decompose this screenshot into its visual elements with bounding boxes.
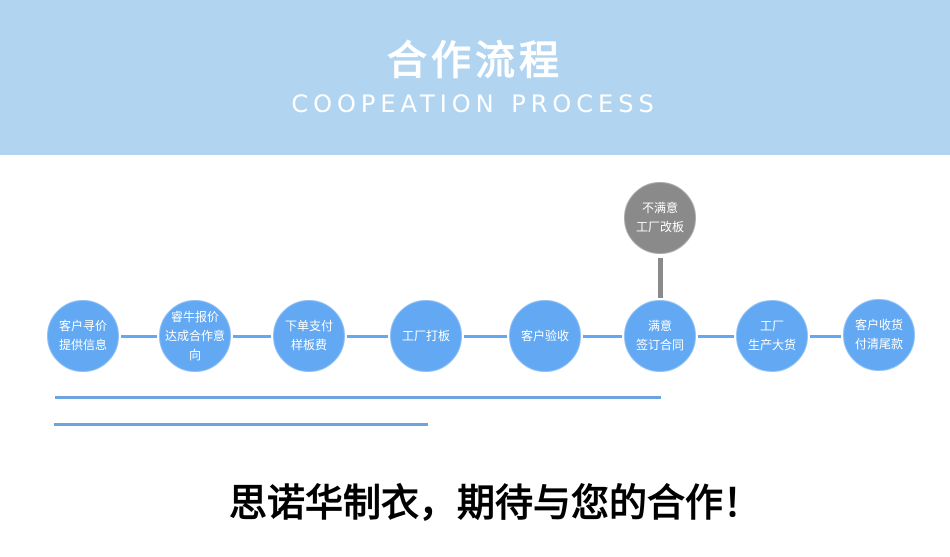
step-4: 工厂打板: [390, 300, 462, 372]
branch-connector: [658, 258, 663, 298]
connector: [121, 335, 157, 338]
step-label: 不满意: [641, 201, 678, 215]
connector: [233, 335, 271, 338]
connector: [464, 335, 507, 338]
step-label: 满意: [647, 319, 672, 333]
branch-step: 不满意 工厂改板: [624, 182, 696, 254]
divider-line: [55, 396, 661, 399]
step-label: 下单支付: [284, 319, 333, 333]
page-subtitle: COOPEATION PROCESS: [291, 90, 659, 118]
step-8: 客户收货 付清尾款: [843, 299, 915, 371]
step-label: 客户收货: [854, 318, 903, 332]
step-2: 睿牛报价达成合作意向: [159, 300, 231, 372]
step-6: 满意 签订合同: [624, 300, 696, 372]
step-label: 睿牛报价: [170, 309, 219, 324]
connector: [698, 335, 734, 338]
step-label: 生产大货: [747, 338, 796, 352]
page-title: 合作流程: [387, 38, 563, 84]
step-label: 客户寻价: [58, 319, 107, 333]
step-label: 提供信息: [58, 338, 107, 352]
step-label: 达成合作意向: [164, 328, 225, 362]
connector: [810, 335, 841, 338]
step-label: 样板费: [290, 338, 327, 352]
step-label: 客户验收: [520, 328, 569, 343]
step-1: 客户寻价 提供信息: [47, 300, 119, 372]
step-5: 客户验收: [509, 300, 581, 372]
step-label: 工厂改板: [635, 220, 684, 234]
header-banner: 合作流程 COOPEATION PROCESS: [0, 0, 950, 155]
step-label: 付清尾款: [854, 337, 903, 351]
step-label: 工厂: [759, 319, 784, 333]
slogan: 思诺华制衣，期待与您的合作！: [228, 480, 761, 525]
step-3: 下单支付 样板费: [273, 300, 345, 372]
divider-line: [54, 423, 428, 426]
step-7: 工厂 生产大货: [736, 300, 808, 372]
connector: [347, 335, 388, 338]
step-label: 签订合同: [635, 338, 684, 352]
connector: [583, 335, 622, 338]
step-label: 工厂打板: [401, 328, 450, 343]
